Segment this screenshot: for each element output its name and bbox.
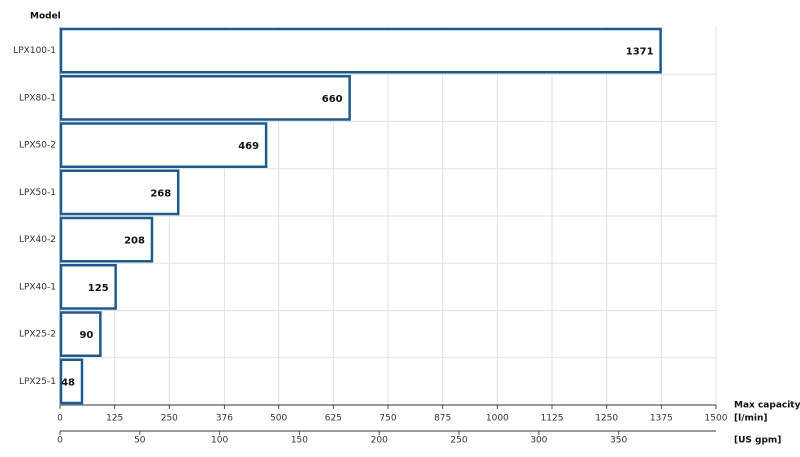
x-tick-label: 0: [57, 414, 63, 424]
bar: [59, 122, 268, 168]
x2-tick-label: 0: [57, 436, 63, 446]
x2-tick-label: 350: [610, 436, 627, 446]
x2-tick-label: 100: [211, 436, 228, 446]
y-tick-label: LPX50-1: [19, 188, 56, 198]
value-label: 48: [61, 377, 75, 388]
x-tick-label: 125: [106, 414, 123, 424]
value-label: 268: [150, 188, 171, 199]
bar: [59, 216, 154, 263]
bar: [59, 311, 102, 357]
x-unit: [l/min]: [734, 414, 767, 424]
bar: [59, 358, 84, 405]
value-label: 125: [88, 283, 109, 294]
x2-tick-label: 200: [371, 436, 388, 446]
y-tick-label: LPX80-1: [19, 93, 56, 103]
x2-tick-label: 300: [530, 436, 547, 446]
value-label: 1371: [626, 47, 654, 58]
x-tick-label: 1375: [650, 414, 673, 424]
y-tick-label: LPX100-1: [13, 46, 56, 56]
value-label: 208: [124, 236, 145, 247]
x-tick-label: 1500: [705, 414, 728, 424]
x-tick-label: 1000: [486, 414, 509, 424]
x-tick-label: 500: [270, 414, 287, 424]
value-label: 469: [238, 141, 259, 152]
y-axis-label: Model: [30, 12, 61, 22]
x2-unit: [US gpm]: [734, 436, 781, 446]
x2-tick-label: 50: [134, 436, 146, 446]
bar: [59, 27, 662, 74]
y-tick-label: LPX40-1: [19, 282, 56, 292]
x-tick-label: 376: [216, 414, 233, 424]
x2-tick-label: 250: [450, 436, 467, 446]
x-tick-label: 750: [379, 414, 396, 424]
x-tick-label: 625: [325, 414, 342, 424]
y-tick-label: LPX50-2: [19, 141, 56, 151]
x-axis-label: Max capacity: [734, 401, 800, 411]
bar: [59, 169, 180, 216]
bar: [59, 264, 117, 310]
x-tick-label: 250: [161, 414, 178, 424]
value-label: 660: [322, 94, 343, 105]
bar: [59, 75, 351, 121]
value-label: 90: [79, 330, 93, 341]
y-tick-label: LPX40-2: [19, 235, 56, 245]
x-tick-label: 1125: [541, 414, 564, 424]
x-tick-label: 875: [434, 414, 451, 424]
x2-tick-label: 150: [291, 436, 308, 446]
y-tick-label: LPX25-2: [19, 330, 56, 340]
x-tick-label: 1250: [595, 414, 618, 424]
y-tick-label: LPX25-1: [19, 377, 56, 387]
